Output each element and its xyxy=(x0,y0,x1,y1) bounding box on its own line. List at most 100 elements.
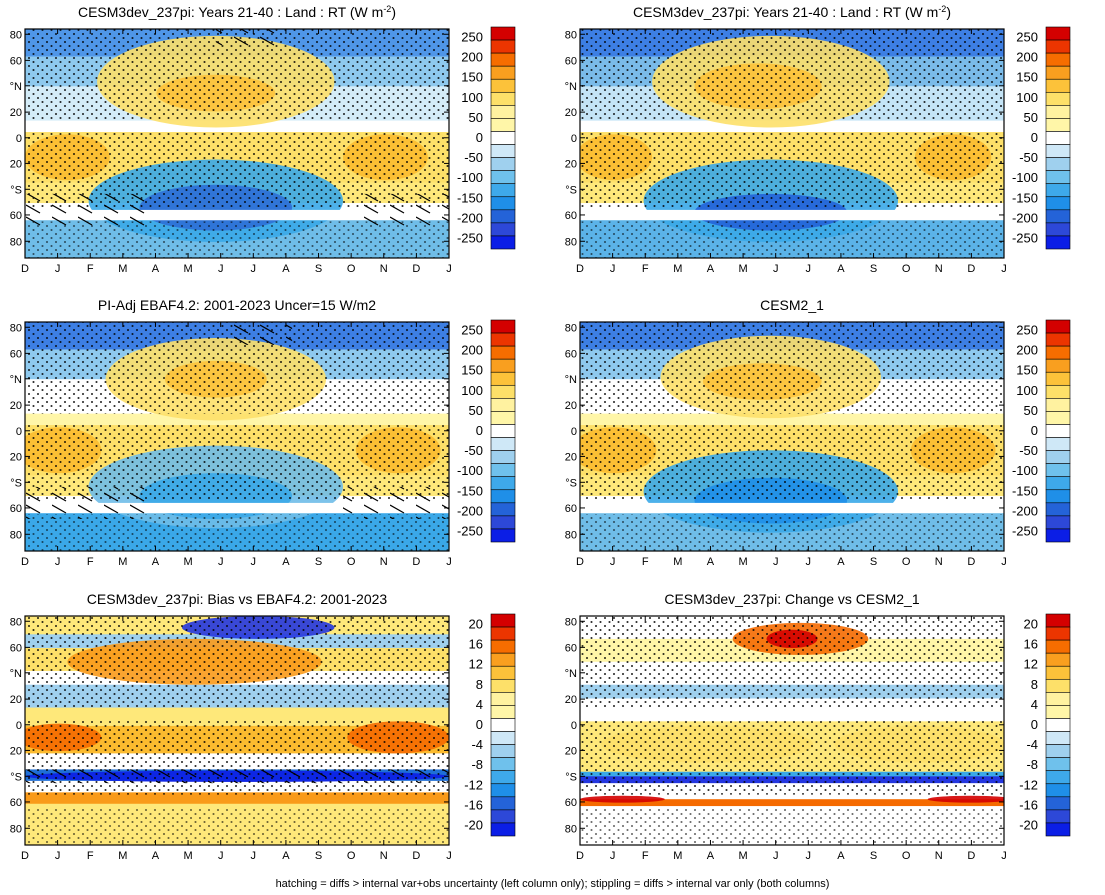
colorbar-label: -150 xyxy=(1012,190,1038,205)
colorbar-label: 150 xyxy=(1016,363,1038,378)
stippling-north xyxy=(580,29,1004,121)
colorbar-swatch xyxy=(490,731,516,745)
x-tick-label: F xyxy=(642,263,649,275)
x-tick-label: D xyxy=(412,263,420,275)
x-tick-label: J xyxy=(773,850,779,862)
colorbar-label: 50 xyxy=(1024,110,1038,125)
y-tick-label: °S xyxy=(565,184,577,196)
colorbar-label: 20 xyxy=(1024,616,1038,631)
panel-title: PI-Adj EBAF4.2: 2001-2023 Uncer=15 W/m2 xyxy=(98,297,376,313)
colorbar-swatch xyxy=(1045,345,1071,360)
colorbar-label: 16 xyxy=(1024,637,1038,652)
y-tick-label: 60 xyxy=(10,348,22,360)
colorbar-swatch xyxy=(490,515,516,530)
x-tick-label: A xyxy=(152,850,160,862)
colorbar-swatch xyxy=(1045,398,1071,412)
chart-panel: CESM3dev_237pi: Change vs CESM2_1 D J F M A M J… xyxy=(565,591,1071,862)
colorbar-swatch xyxy=(490,770,516,785)
x-tick-label: J xyxy=(55,263,61,275)
y-tick-label: °S xyxy=(10,477,22,489)
x-tick-label: M xyxy=(118,850,127,862)
colorbar-label: 50 xyxy=(469,403,483,418)
colorbar-swatch xyxy=(490,144,516,158)
colorbar-swatch xyxy=(490,796,516,811)
y-tick-label: °S xyxy=(10,771,22,783)
colorbar-label: 250 xyxy=(1016,29,1038,44)
x-tick-label: S xyxy=(870,850,877,862)
colorbar-swatch xyxy=(490,157,516,171)
y-tick-label: 60 xyxy=(10,797,22,809)
colorbar-swatch xyxy=(1045,678,1071,693)
chart-panel: PI-Adj EBAF4.2: 2001-2023 Uncer=15 W/m2 D… xyxy=(10,297,516,568)
y-tick-label: 60 xyxy=(10,503,22,515)
colorbar-swatch xyxy=(1045,450,1071,464)
x-tick-label: J xyxy=(773,263,779,275)
colorbar-label: -20 xyxy=(1019,818,1038,833)
x-tick-label: M xyxy=(673,263,682,275)
figure-footer-note: hatching = diffs > internal var+obs unce… xyxy=(275,878,830,890)
y-tick-label: 80 xyxy=(565,823,577,835)
colorbar-swatch xyxy=(1045,757,1071,772)
y-tick-label: 0 xyxy=(16,426,22,438)
colorbar-swatch xyxy=(490,105,516,119)
x-tick-label: M xyxy=(738,263,747,275)
y-tick-label: 60 xyxy=(10,210,22,222)
colorbar-swatch xyxy=(490,170,516,185)
x-tick-label: A xyxy=(707,263,715,275)
colorbar-label: -250 xyxy=(1012,524,1038,539)
x-tick-label: O xyxy=(347,556,356,568)
colorbar-swatch xyxy=(490,222,516,237)
colorbar-label: -12 xyxy=(1019,777,1038,792)
colorbar-label: -150 xyxy=(1012,483,1038,498)
colorbar-label: -200 xyxy=(1012,503,1038,518)
heatmap-contour xyxy=(927,795,1004,803)
y-tick-label: 60 xyxy=(565,55,577,67)
colorbar-swatch xyxy=(490,183,516,198)
y-tick-label: 0 xyxy=(571,133,577,145)
y-tick-label: 80 xyxy=(565,29,577,41)
colorbar-swatch xyxy=(1045,170,1071,185)
colorbar-label: -8 xyxy=(1026,757,1038,772)
y-tick-label: 20 xyxy=(565,400,577,412)
x-tick-label: J xyxy=(773,556,779,568)
colorbar-label: -250 xyxy=(1012,231,1038,246)
colorbar-swatch xyxy=(490,131,516,145)
stippling-north xyxy=(25,616,449,708)
colorbar-label: 16 xyxy=(469,637,483,652)
colorbar-label: 8 xyxy=(1031,677,1038,692)
y-tick-label: 20 xyxy=(565,745,577,757)
y-tick-label: 80 xyxy=(10,529,22,541)
colorbar-swatch xyxy=(490,118,516,132)
colorbar-swatch xyxy=(490,502,516,517)
colorbar-swatch xyxy=(490,783,516,798)
x-tick-label: A xyxy=(152,556,160,568)
x-tick-label: A xyxy=(837,263,845,275)
colorbar-label: -12 xyxy=(464,777,483,792)
colorbar-label: 100 xyxy=(1016,383,1038,398)
x-tick-label: J xyxy=(251,556,257,568)
colorbar-swatch xyxy=(1045,705,1071,719)
colorbar-swatch xyxy=(1045,319,1071,334)
x-tick-label: O xyxy=(902,850,911,862)
x-tick-label: J xyxy=(446,263,452,275)
x-tick-label: F xyxy=(642,850,649,862)
x-tick-label: M xyxy=(118,556,127,568)
colorbar-label: 100 xyxy=(1016,90,1038,105)
colorbar-swatch xyxy=(490,437,516,451)
colorbar-swatch xyxy=(490,809,516,824)
colorbar-label: 200 xyxy=(461,343,483,358)
hatching-region xyxy=(25,193,153,226)
heatmap-field xyxy=(580,29,1004,258)
colorbar-swatch xyxy=(1045,196,1071,211)
x-tick-label: D xyxy=(967,850,975,862)
colorbar-label: -250 xyxy=(457,231,483,246)
plot-frame xyxy=(579,615,1005,846)
heatmap-band xyxy=(580,799,1004,807)
stippling-tropics xyxy=(580,132,1004,208)
colorbar-swatch xyxy=(1045,437,1071,451)
y-tick-label: 20 xyxy=(10,745,22,757)
colorbar-label: 150 xyxy=(461,363,483,378)
colorbar-swatch xyxy=(1045,105,1071,119)
y-tick-label: °N xyxy=(10,668,22,680)
x-tick-label: M xyxy=(183,556,192,568)
